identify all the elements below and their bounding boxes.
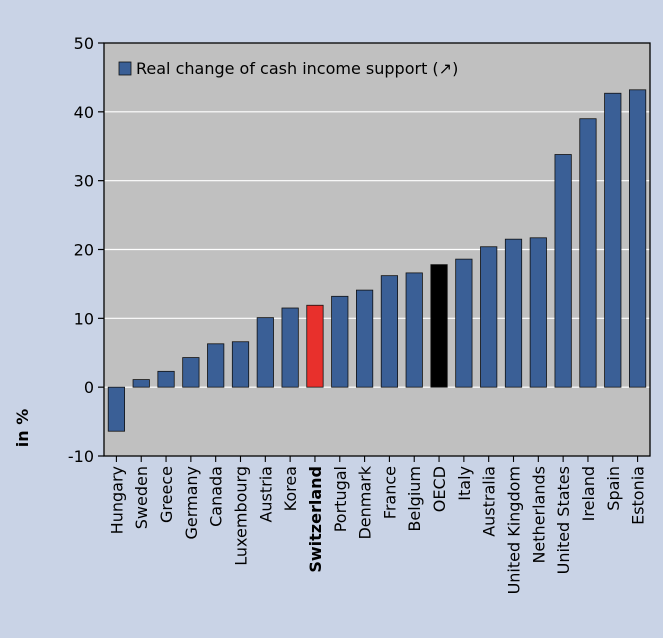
x-tick-label: Denmark [356, 465, 375, 539]
y-tick-label: 50 [74, 34, 94, 53]
bar [579, 118, 597, 388]
bar [380, 275, 398, 388]
bar [331, 295, 349, 388]
x-tick-label: Belgium [405, 466, 424, 532]
x-tick-label: Sweden [132, 466, 151, 529]
plot-area: -10 0 10 20 30 40 50 Hungary Sweden Greece Germany… [13, 34, 651, 594]
bar [207, 343, 225, 388]
x-tick-label: France [380, 466, 399, 519]
y-tick-label: 10 [74, 309, 94, 328]
x-tick-label: United States [554, 466, 573, 574]
bar [455, 258, 473, 388]
x-tick-label: Austria [256, 466, 275, 523]
bar [554, 154, 572, 388]
x-tick-label: Spain [604, 466, 623, 511]
legend-swatch [118, 61, 132, 76]
x-tick-label: United Kingdom [505, 466, 524, 594]
y-tick-label: -10 [68, 447, 94, 466]
bar [629, 89, 647, 388]
y-tick-label: 30 [74, 172, 94, 191]
y-axis-title: in % [13, 409, 32, 447]
x-tick-label: Luxembourg [232, 466, 251, 566]
bar [306, 304, 324, 388]
bar [157, 370, 175, 388]
x-tick-label: Italy [455, 466, 474, 501]
y-tick-label: 0 [84, 378, 94, 397]
x-tick-label: Estonia [629, 466, 648, 525]
bar [281, 307, 299, 388]
bar [182, 357, 200, 388]
bar [256, 317, 274, 388]
bar [356, 289, 374, 388]
x-tick-label: Hungary [107, 466, 126, 534]
bar [132, 379, 150, 388]
x-tick-label: Ireland [579, 466, 598, 521]
x-tick-label: Korea [281, 466, 300, 511]
x-tick-label: Canada [207, 466, 226, 527]
x-tick-label: Switzerland [306, 466, 325, 573]
bar [107, 386, 125, 432]
x-tick-label: Netherlands [529, 466, 548, 564]
bar [231, 341, 250, 388]
x-tick-label: Greece [157, 466, 176, 523]
y-tick-label: 40 [74, 103, 94, 122]
legend-label: Real change of cash income support (↗) [136, 59, 458, 78]
x-tick-label: OECD [430, 466, 449, 512]
bar [480, 246, 498, 388]
x-tick-label: Germany [182, 466, 201, 540]
bar [405, 272, 423, 388]
y-tick-label: 20 [74, 241, 94, 260]
bar [604, 92, 622, 388]
bar [430, 264, 448, 388]
bar [504, 238, 523, 388]
x-tick-label: Australia [480, 466, 499, 537]
x-tick-label: Portugal [331, 466, 350, 532]
bar [529, 237, 547, 388]
